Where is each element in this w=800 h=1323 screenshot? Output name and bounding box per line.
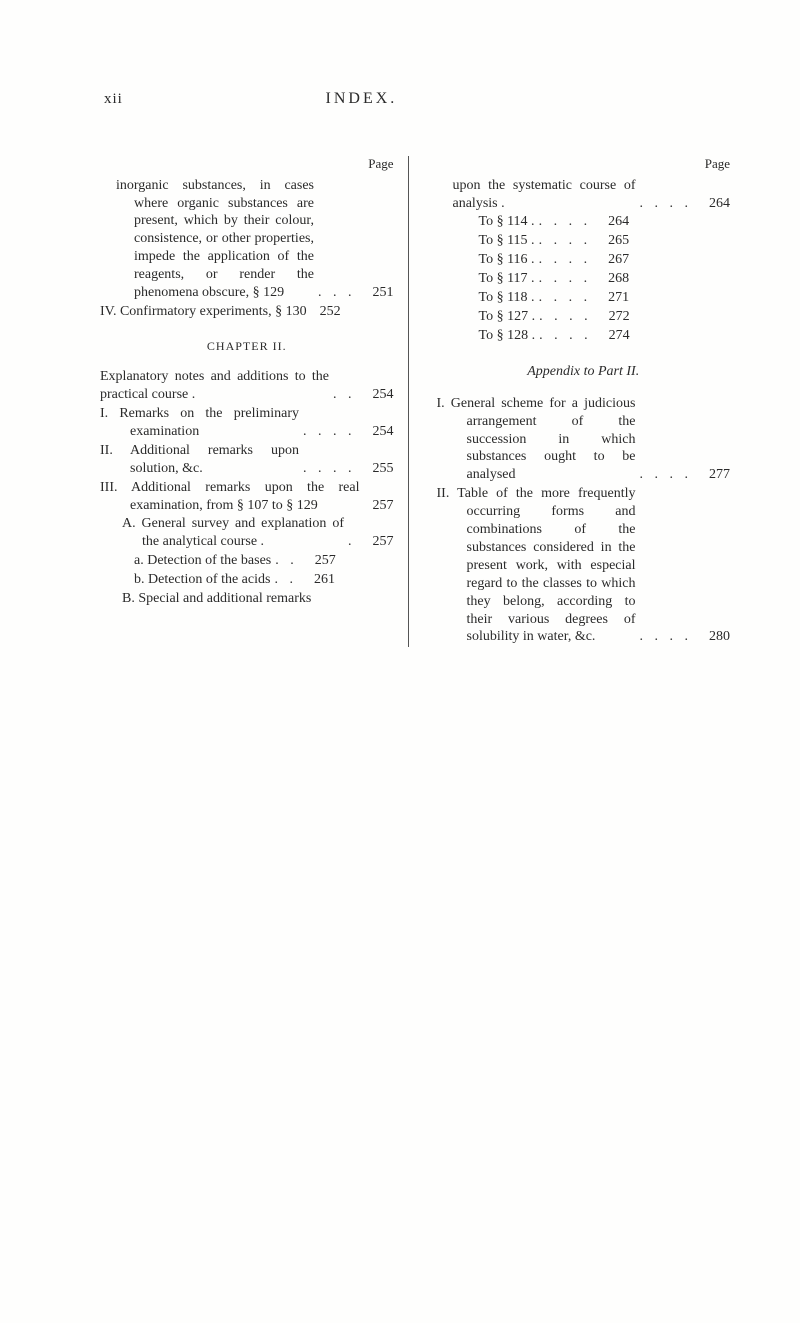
- entry-text: A. General survey and explanation of the…: [100, 515, 344, 551]
- entry-text: To § 117 .: [437, 270, 535, 288]
- leader-dots: . . .: [314, 284, 360, 302]
- right-entries-top: upon the systematic course of analysis .…: [437, 177, 731, 345]
- entry-text: To § 114 .: [437, 213, 535, 231]
- entry-page-number: 254: [360, 386, 394, 404]
- entry-page-number: 274: [596, 327, 630, 345]
- entry-text: upon the systematic course of analysis .: [437, 177, 636, 213]
- index-entry: a. Detection of the bases. .257: [100, 552, 394, 570]
- left-entries-top: inorganic substances, in cases where org…: [100, 177, 394, 321]
- index-entry: To § 115 .. . . .265: [437, 232, 731, 250]
- entry-text: To § 127 .: [437, 308, 536, 326]
- right-column: Page upon the systematic course of analy…: [435, 156, 731, 647]
- leader-dots: . . . .: [636, 628, 697, 646]
- index-entry: To § 127 .. . . .272: [437, 308, 731, 326]
- page: xii INDEX. Page inorganic substances, in…: [0, 0, 800, 1323]
- leader-dots: . . . .: [535, 232, 596, 250]
- entry-page-number: 251: [360, 284, 394, 302]
- page-label-row-left: Page: [100, 156, 394, 173]
- entry-text: b. Detection of the acids: [100, 571, 270, 589]
- page-number-roman: xii: [104, 91, 123, 108]
- leader-dots: .: [344, 533, 360, 551]
- appendix-heading: Appendix to Part II.: [437, 363, 731, 381]
- index-entry: To § 128 .. . . .274: [437, 327, 731, 345]
- entry-text: III. Additional remarks upon the real ex…: [100, 479, 360, 515]
- entry-page-number: 264: [696, 195, 730, 213]
- page-label-row-right: Page: [437, 156, 731, 173]
- leader-dots: . .: [329, 386, 360, 404]
- entry-text: II. Additional remarks upon solution, &c…: [100, 442, 299, 478]
- leader-dots: . . . .: [535, 327, 596, 345]
- entry-page-number: 264: [595, 213, 629, 231]
- index-entry: B. Special and additional remarks: [100, 590, 394, 608]
- index-entry: upon the systematic course of analysis .…: [437, 177, 731, 213]
- index-entry: II. Table of the more frequently occurri…: [437, 485, 731, 646]
- page-label: Page: [368, 156, 393, 173]
- leader-dots: . . . .: [535, 251, 596, 269]
- entry-page-number: 268: [595, 270, 629, 288]
- entry-text: To § 116 .: [437, 251, 535, 269]
- index-entry: III. Additional remarks upon the real ex…: [100, 479, 394, 515]
- entry-text: IV. Confirmatory experiments, § 130: [100, 303, 307, 321]
- index-entry: To § 118 .. . . .271: [437, 289, 731, 307]
- entry-page-number: 261: [301, 571, 335, 589]
- index-entry: Explanatory notes and additions to the p…: [100, 368, 394, 404]
- entry-text: To § 118 .: [437, 289, 535, 307]
- index-entry: To § 116 .. . . .267: [437, 251, 731, 269]
- entry-text: inorganic substances, in cases where org…: [100, 177, 314, 302]
- entry-page-number: 272: [596, 308, 630, 326]
- index-entry: II. Additional remarks upon solution, &c…: [100, 442, 394, 478]
- leader-dots: . .: [270, 571, 301, 589]
- leader-dots: . . . .: [535, 308, 596, 326]
- entry-text: II. Table of the more frequently occurri…: [437, 485, 636, 646]
- leader-dots: . . . .: [299, 423, 360, 441]
- leader-dots: . . . .: [535, 289, 596, 307]
- entry-text: I. Remarks on the preliminary examinatio…: [100, 405, 299, 441]
- index-entry: I. General scheme for a judicious arrang…: [437, 395, 731, 485]
- entry-text: I. General scheme for a judicious arrang…: [437, 395, 636, 485]
- index-entry: inorganic substances, in cases where org…: [100, 177, 394, 302]
- entry-page-number: 271: [595, 289, 629, 307]
- left-entries-bottom: Explanatory notes and additions to the p…: [100, 368, 394, 608]
- leader-dots: . . . .: [535, 213, 596, 231]
- entry-page-number: 280: [696, 628, 730, 646]
- index-entry: A. General survey and explanation of the…: [100, 515, 394, 551]
- leader-dots: . .: [271, 552, 302, 570]
- entry-page-number: 277: [696, 466, 730, 484]
- page-label: Page: [705, 156, 730, 173]
- entry-text: Explanatory notes and additions to the p…: [100, 368, 329, 404]
- entry-page-number: 257: [302, 552, 336, 570]
- entry-text: To § 115 .: [437, 232, 535, 250]
- running-header: xii INDEX.: [100, 90, 730, 108]
- leader-dots: . . . .: [636, 466, 697, 484]
- entry-page-number: 252: [307, 303, 341, 321]
- index-entry: To § 117 .. . . .268: [437, 270, 731, 288]
- entry-page-number: 257: [360, 533, 394, 551]
- index-entry: To § 114 .. . . .264: [437, 213, 731, 231]
- header-title: INDEX.: [326, 90, 398, 108]
- entry-text: To § 128 .: [437, 327, 536, 345]
- entry-page-number: 267: [595, 251, 629, 269]
- chapter-heading: CHAPTER II.: [100, 339, 394, 354]
- right-entries-bottom: I. General scheme for a judicious arrang…: [437, 395, 731, 647]
- index-entry: b. Detection of the acids. .261: [100, 571, 394, 589]
- leader-dots: . . . .: [636, 195, 697, 213]
- column-container: Page inorganic substances, in cases wher…: [100, 156, 730, 647]
- entry-page-number: 255: [360, 460, 394, 478]
- entry-page-number: 254: [360, 423, 394, 441]
- entry-text: B. Special and additional remarks: [100, 590, 311, 608]
- entry-page-number: 265: [595, 232, 629, 250]
- entry-text: a. Detection of the bases: [100, 552, 271, 570]
- index-entry: IV. Confirmatory experiments, § 130252: [100, 303, 394, 321]
- leader-dots: . . . .: [535, 270, 596, 288]
- index-entry: I. Remarks on the preliminary examinatio…: [100, 405, 394, 441]
- left-column: Page inorganic substances, in cases wher…: [100, 156, 409, 647]
- entry-page-number: 257: [360, 497, 394, 515]
- leader-dots: . . . .: [299, 460, 360, 478]
